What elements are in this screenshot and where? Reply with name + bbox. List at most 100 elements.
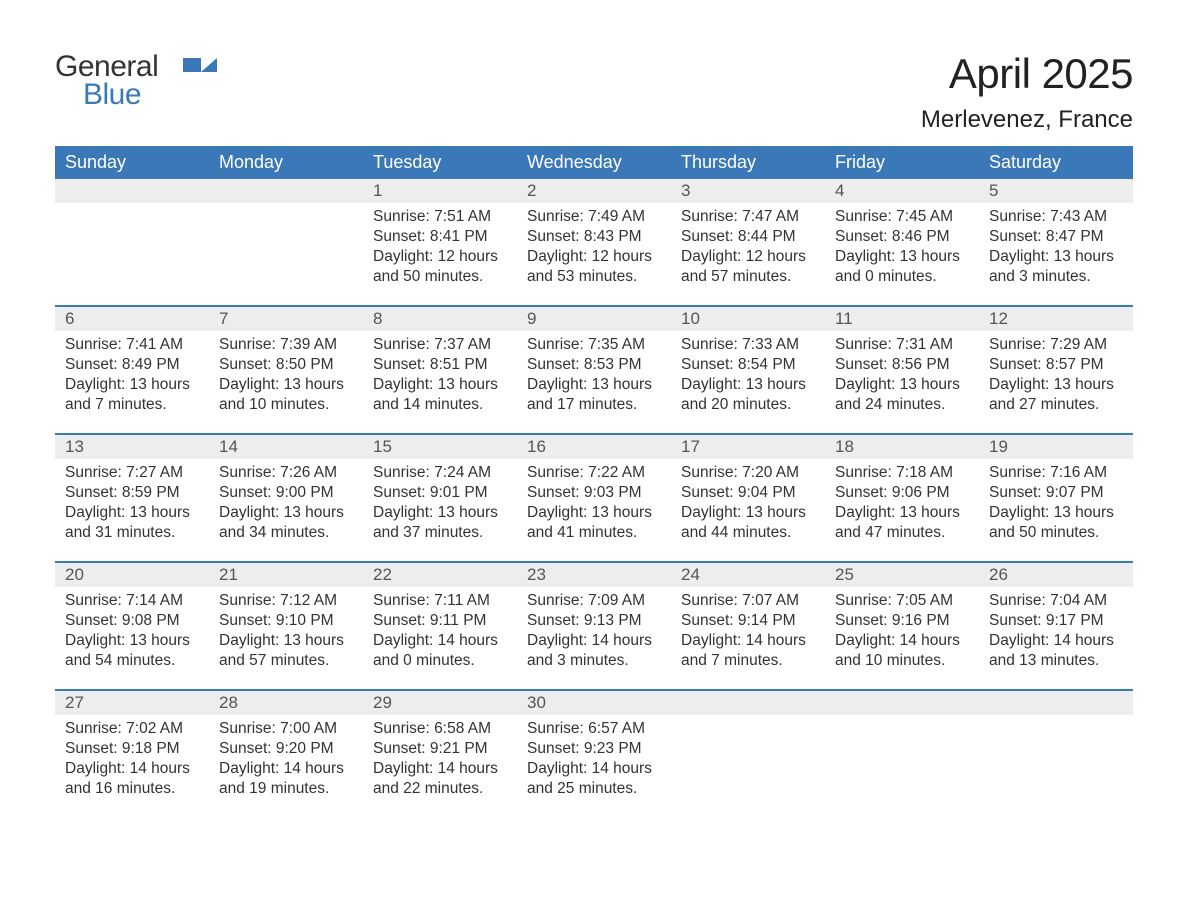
day-sunrise: Sunrise: 7:41 AM xyxy=(65,335,199,355)
day-sunset: Sunset: 9:06 PM xyxy=(835,483,969,503)
day-number-row xyxy=(209,179,363,203)
day-sunset: Sunset: 9:08 PM xyxy=(65,611,199,631)
day-daylight2: and 41 minutes. xyxy=(527,523,661,543)
day-body: Sunrise: 7:18 AMSunset: 9:06 PMDaylight:… xyxy=(825,459,979,554)
day-number-row xyxy=(671,691,825,715)
day-sunrise: Sunrise: 7:18 AM xyxy=(835,463,969,483)
day-sunrise: Sunrise: 7:45 AM xyxy=(835,207,969,227)
day-cell: 10Sunrise: 7:33 AMSunset: 8:54 PMDayligh… xyxy=(671,307,825,433)
day-body: Sunrise: 7:27 AMSunset: 8:59 PMDaylight:… xyxy=(55,459,209,554)
day-body xyxy=(671,715,825,795)
day-sunset: Sunset: 8:41 PM xyxy=(373,227,507,247)
day-sunset: Sunset: 8:57 PM xyxy=(989,355,1123,375)
day-sunrise: Sunrise: 7:09 AM xyxy=(527,591,661,611)
day-daylight1: Daylight: 14 hours xyxy=(373,759,507,779)
day-cell: 8Sunrise: 7:37 AMSunset: 8:51 PMDaylight… xyxy=(363,307,517,433)
day-sunrise: Sunrise: 7:22 AM xyxy=(527,463,661,483)
day-daylight2: and 24 minutes. xyxy=(835,395,969,415)
day-number-row: 22 xyxy=(363,563,517,587)
day-number-row: 13 xyxy=(55,435,209,459)
day-sunrise: Sunrise: 7:02 AM xyxy=(65,719,199,739)
day-number-row: 17 xyxy=(671,435,825,459)
page-title: April 2025 xyxy=(921,50,1133,98)
day-daylight2: and 31 minutes. xyxy=(65,523,199,543)
day-cell: 11Sunrise: 7:31 AMSunset: 8:56 PMDayligh… xyxy=(825,307,979,433)
day-sunrise: Sunrise: 7:43 AM xyxy=(989,207,1123,227)
day-cell xyxy=(671,691,825,817)
day-sunrise: Sunrise: 7:20 AM xyxy=(681,463,815,483)
day-number: 25 xyxy=(825,565,854,585)
day-daylight2: and 13 minutes. xyxy=(989,651,1123,671)
day-sunrise: Sunrise: 7:49 AM xyxy=(527,207,661,227)
day-sunrise: Sunrise: 7:16 AM xyxy=(989,463,1123,483)
day-sunrise: Sunrise: 7:33 AM xyxy=(681,335,815,355)
day-cell xyxy=(209,179,363,305)
day-sunset: Sunset: 8:50 PM xyxy=(219,355,353,375)
weekday-header: Monday xyxy=(209,146,363,179)
day-sunrise: Sunrise: 7:04 AM xyxy=(989,591,1123,611)
day-sunrise: Sunrise: 7:37 AM xyxy=(373,335,507,355)
weekday-header: Friday xyxy=(825,146,979,179)
day-cell: 24Sunrise: 7:07 AMSunset: 9:14 PMDayligh… xyxy=(671,563,825,689)
header: General Blue April 2025 Merlevenez, Fran… xyxy=(55,50,1133,134)
day-number: 8 xyxy=(363,309,382,329)
day-number: 22 xyxy=(363,565,392,585)
day-sunset: Sunset: 8:51 PM xyxy=(373,355,507,375)
day-daylight1: Daylight: 13 hours xyxy=(835,247,969,267)
day-body: Sunrise: 7:04 AMSunset: 9:17 PMDaylight:… xyxy=(979,587,1133,682)
day-daylight1: Daylight: 13 hours xyxy=(219,503,353,523)
day-number-row: 10 xyxy=(671,307,825,331)
day-number-row xyxy=(825,691,979,715)
day-body: Sunrise: 7:09 AMSunset: 9:13 PMDaylight:… xyxy=(517,587,671,682)
day-number-row: 3 xyxy=(671,179,825,203)
day-number: 26 xyxy=(979,565,1008,585)
day-body: Sunrise: 7:24 AMSunset: 9:01 PMDaylight:… xyxy=(363,459,517,554)
logo-triangle-icon xyxy=(201,58,217,72)
page-subtitle: Merlevenez, France xyxy=(921,106,1133,134)
day-number: 10 xyxy=(671,309,700,329)
day-number-row: 19 xyxy=(979,435,1133,459)
day-cell: 3Sunrise: 7:47 AMSunset: 8:44 PMDaylight… xyxy=(671,179,825,305)
weekday-header: Tuesday xyxy=(363,146,517,179)
weekday-header: Sunday xyxy=(55,146,209,179)
day-number-row: 29 xyxy=(363,691,517,715)
week-row: 6Sunrise: 7:41 AMSunset: 8:49 PMDaylight… xyxy=(55,305,1133,433)
day-cell: 25Sunrise: 7:05 AMSunset: 9:16 PMDayligh… xyxy=(825,563,979,689)
day-sunrise: Sunrise: 6:57 AM xyxy=(527,719,661,739)
day-number: 28 xyxy=(209,693,238,713)
day-number: 11 xyxy=(825,309,853,329)
day-body: Sunrise: 7:20 AMSunset: 9:04 PMDaylight:… xyxy=(671,459,825,554)
week-row: 20Sunrise: 7:14 AMSunset: 9:08 PMDayligh… xyxy=(55,561,1133,689)
day-sunset: Sunset: 9:17 PM xyxy=(989,611,1123,631)
day-cell: 27Sunrise: 7:02 AMSunset: 9:18 PMDayligh… xyxy=(55,691,209,817)
day-sunset: Sunset: 9:13 PM xyxy=(527,611,661,631)
day-body: Sunrise: 7:22 AMSunset: 9:03 PMDaylight:… xyxy=(517,459,671,554)
day-sunset: Sunset: 8:59 PM xyxy=(65,483,199,503)
day-cell xyxy=(825,691,979,817)
day-number-row: 15 xyxy=(363,435,517,459)
weekday-header: Thursday xyxy=(671,146,825,179)
day-daylight2: and 7 minutes. xyxy=(65,395,199,415)
day-sunrise: Sunrise: 7:07 AM xyxy=(681,591,815,611)
week-row: 27Sunrise: 7:02 AMSunset: 9:18 PMDayligh… xyxy=(55,689,1133,817)
day-cell: 16Sunrise: 7:22 AMSunset: 9:03 PMDayligh… xyxy=(517,435,671,561)
day-daylight2: and 57 minutes. xyxy=(219,651,353,671)
day-sunrise: Sunrise: 7:51 AM xyxy=(373,207,507,227)
day-body: Sunrise: 7:49 AMSunset: 8:43 PMDaylight:… xyxy=(517,203,671,298)
day-daylight2: and 3 minutes. xyxy=(989,267,1123,287)
day-daylight2: and 50 minutes. xyxy=(373,267,507,287)
day-body: Sunrise: 7:35 AMSunset: 8:53 PMDaylight:… xyxy=(517,331,671,426)
day-sunset: Sunset: 8:47 PM xyxy=(989,227,1123,247)
day-sunrise: Sunrise: 7:39 AM xyxy=(219,335,353,355)
day-number-row: 30 xyxy=(517,691,671,715)
day-number-row: 7 xyxy=(209,307,363,331)
day-cell: 17Sunrise: 7:20 AMSunset: 9:04 PMDayligh… xyxy=(671,435,825,561)
day-number: 7 xyxy=(209,309,228,329)
day-daylight1: Daylight: 14 hours xyxy=(835,631,969,651)
day-daylight2: and 3 minutes. xyxy=(527,651,661,671)
day-number: 9 xyxy=(517,309,536,329)
day-body: Sunrise: 6:58 AMSunset: 9:21 PMDaylight:… xyxy=(363,715,517,810)
day-number-row: 5 xyxy=(979,179,1133,203)
day-body xyxy=(55,203,209,283)
day-number-row: 9 xyxy=(517,307,671,331)
